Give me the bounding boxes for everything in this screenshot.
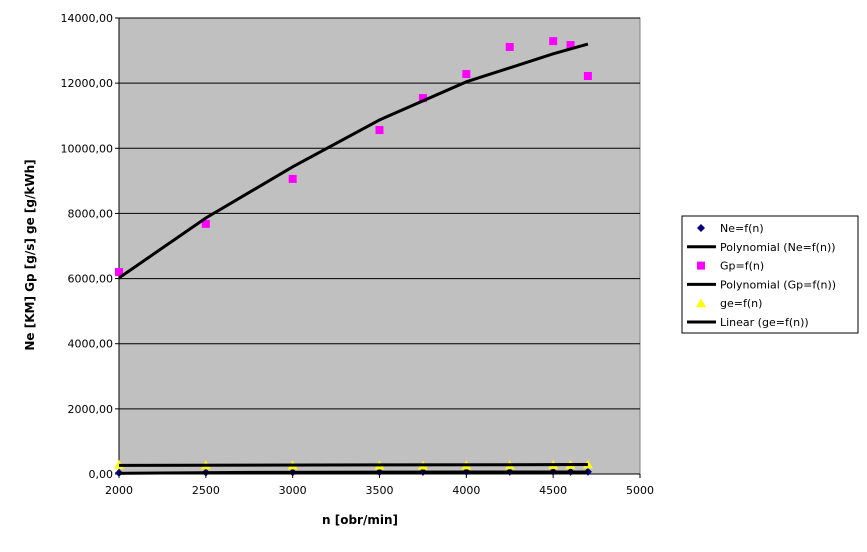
legend-label: Gp=f(n) [720,260,764,273]
x-tick-label: 4000 [452,484,480,497]
data-point [115,268,123,277]
trend-line [118,463,588,467]
y-tick-label: 2000,00 [68,403,114,416]
y-tick-label: 12000,00 [61,77,114,90]
data-point [288,174,297,183]
data-point [201,219,210,228]
x-axis-title: n [obr/min] [322,513,398,527]
y-tick-label: 8000,00 [68,207,114,220]
legend-label: Polynomial (Ne=f(n)) [720,241,836,254]
legend-label: ge=f(n) [720,297,762,310]
data-point [418,94,427,103]
data-point [462,70,471,79]
data-point [549,37,558,46]
y-tick-label: 6000,00 [68,273,114,286]
y-tick-label: 10000,00 [61,142,114,155]
data-point [583,71,592,80]
trend-line [118,470,588,475]
data-point [375,126,384,135]
legend-marker [697,224,705,232]
x-tick-label: 2000 [105,484,133,497]
legend-label: Ne=f(n) [720,222,764,235]
data-point [505,42,514,51]
y-tick-label: 0,00 [89,468,114,481]
plot-area [118,17,641,475]
trend-line [118,42,589,280]
x-tick-label: 5000 [626,484,654,497]
y-axis-title: Ne [KM] Gp [g/s] ge [g/kWh] [23,159,37,350]
x-tick-label: 3000 [279,484,307,497]
x-tick-label: 3500 [366,484,394,497]
y-tick-label: 4000,00 [68,338,114,351]
data-point [582,459,593,469]
legend-marker [697,261,705,270]
data-point [566,41,575,50]
legend-box [681,215,859,334]
legend-marker [696,298,706,308]
y-tick-label: 14000,00 [61,12,114,25]
x-tick-label: 2500 [192,484,220,497]
legend-label: Linear (ge=f(n)) [720,316,809,329]
x-tick-label: 4500 [539,484,567,497]
legend-label: Polynomial (Gp=f(n)) [720,278,836,291]
